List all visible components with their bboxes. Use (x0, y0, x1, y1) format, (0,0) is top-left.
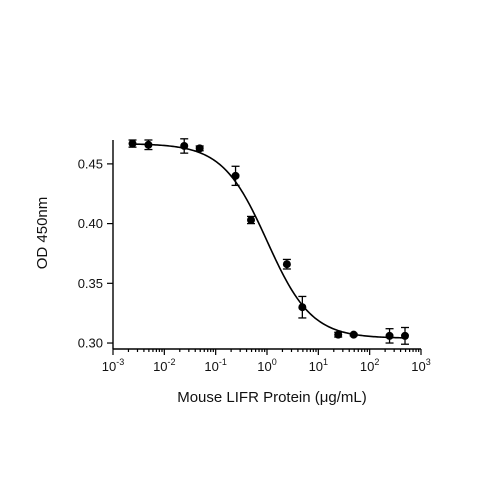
x-tick-label: 103 (411, 357, 430, 374)
data-point (401, 331, 410, 340)
data-point (385, 331, 394, 340)
data-point (334, 330, 343, 339)
y-axis-title: OD 450nm (34, 197, 51, 270)
y-tick-label: 0.45 (78, 156, 103, 171)
x-tick-label: 102 (360, 357, 379, 374)
x-axis: 10-3 10-2 10-1 100 101 102 103 (102, 348, 431, 374)
y-tick-label: 0.30 (78, 336, 103, 351)
x-axis-title: Mouse LIFR Protein (μg/mL) (177, 389, 367, 406)
x-tick-label: 10-1 (204, 357, 226, 374)
data-point (247, 216, 256, 225)
plot-area (128, 138, 410, 345)
y-tick-label: 0.40 (78, 216, 103, 231)
data-point (282, 260, 291, 269)
data-point (128, 139, 137, 148)
data-point (298, 303, 307, 312)
data-point (349, 330, 358, 339)
x-tick-label: 10-2 (153, 357, 175, 374)
x-tick-label: 100 (257, 357, 276, 374)
data-point (231, 171, 240, 180)
data-point (195, 144, 204, 153)
x-tick-label: 10-3 (102, 357, 124, 374)
y-axis: 0.30 0.35 0.40 0.45 (78, 140, 114, 351)
data-point (144, 140, 153, 149)
y-tick-label: 0.35 (78, 276, 103, 291)
x-tick-label: 101 (309, 357, 328, 374)
fit-curve (132, 143, 406, 339)
data-point (180, 141, 189, 150)
